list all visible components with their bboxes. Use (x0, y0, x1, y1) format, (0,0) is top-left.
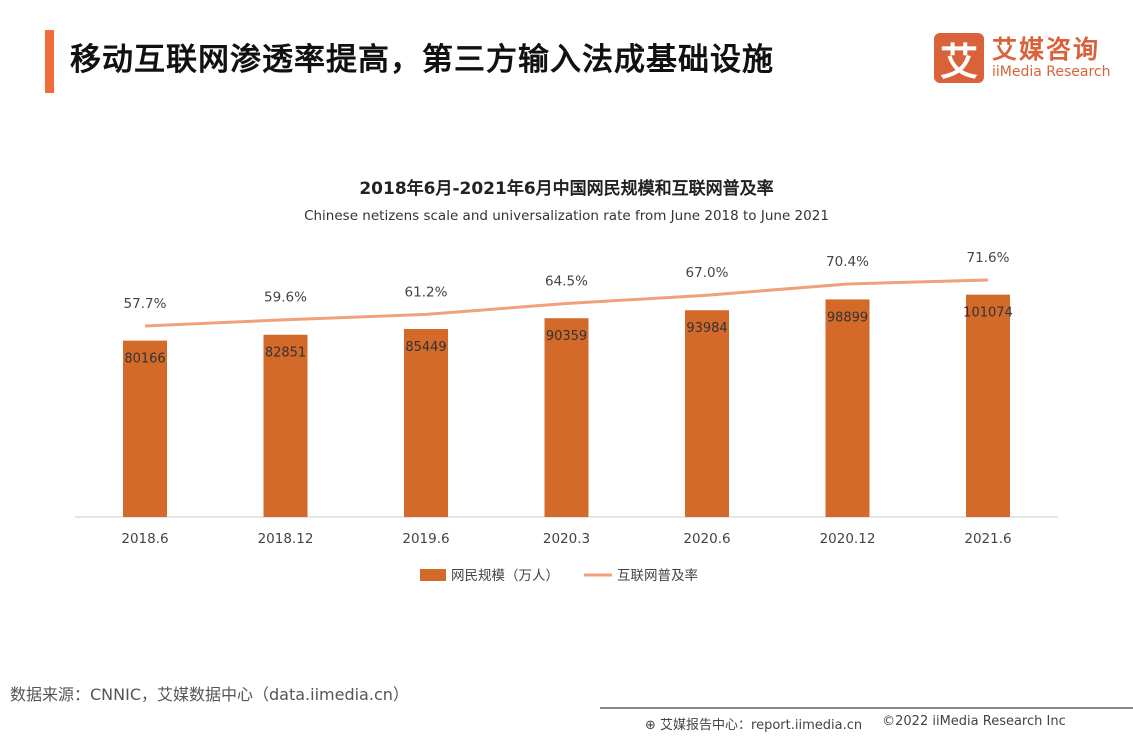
bar-label: 82851 (265, 346, 306, 361)
x-tick-label: 2018.12 (258, 531, 314, 547)
report-link[interactable]: 艾媒报告中心：report.iimedia.cn (660, 718, 863, 733)
page-title: 移动互联网渗透率提高，第三方输入法成基础设施 (70, 42, 774, 78)
bar-label: 85449 (405, 340, 446, 355)
bar (404, 329, 448, 517)
data-source: 数据来源：CNNIC，艾媒数据中心（data.iimedia.cn） (10, 685, 409, 704)
chart-title: 2018年6月-2021年6月中国网民规模和互联网普及率 (359, 179, 774, 199)
footer-divider (600, 707, 1133, 709)
copyright: ©2022 iiMedia Research Inc (882, 714, 1066, 729)
line-label: 61.2% (405, 284, 448, 300)
x-tick-label: 2020.3 (543, 531, 590, 547)
line-series (144, 278, 989, 328)
bar (825, 299, 870, 517)
bar-label: 90359 (546, 329, 587, 344)
footer: ⊕ 艾媒报告中心：report.iimedia.cn ©2022 iiMedia… (645, 714, 1066, 733)
logo-en: iiMedia Research (992, 64, 1111, 80)
x-tick-label: 2018.6 (121, 531, 168, 547)
logo: 艾 艾媒咨询 iiMedia Research (934, 33, 1111, 84)
x-tick-label: 2019.6 (402, 531, 449, 547)
legend-bar-label: 网民规模（万人） (451, 568, 559, 584)
x-tick-label: 2021.6 (964, 531, 1011, 547)
line-label: 71.6% (967, 250, 1010, 266)
legend-bar-swatch (420, 569, 446, 581)
bar (123, 340, 167, 517)
logo-cn: 艾媒咨询 (992, 35, 1101, 64)
bar-label: 98899 (827, 310, 868, 325)
line-label: 70.4% (826, 254, 869, 270)
x-tick-label: 2020.12 (820, 531, 876, 547)
line-label: 64.5% (545, 273, 588, 289)
bar-label: 80166 (124, 352, 165, 367)
bar (544, 318, 589, 517)
logo-mark: 艾 (934, 33, 984, 84)
globe-icon: ⊕ (645, 718, 656, 733)
bar (966, 294, 1010, 517)
line-label: 57.7% (124, 296, 167, 312)
chart-subtitle: Chinese netizens scale and universalizat… (304, 208, 829, 224)
line-label: 67.0% (686, 265, 729, 281)
legend-line-label: 互联网普及率 (617, 567, 698, 584)
line-label: 59.6% (264, 290, 307, 306)
bar-label: 93984 (686, 321, 727, 336)
bar (685, 310, 729, 517)
title-accent-bar (45, 30, 54, 93)
bar (263, 334, 308, 517)
bar-label: 101074 (963, 306, 1013, 321)
x-tick-label: 2020.6 (683, 531, 730, 547)
